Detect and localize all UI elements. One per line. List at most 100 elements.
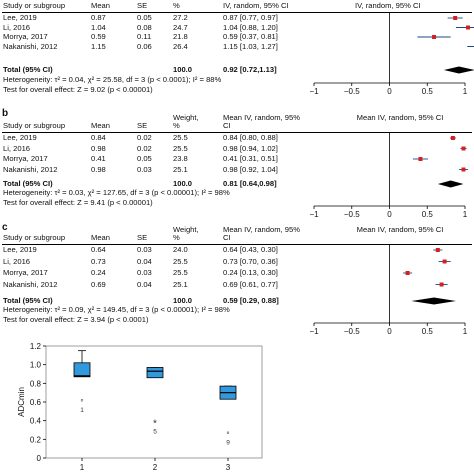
row-se: 0.02 — [137, 133, 152, 142]
overall-effect-text: Test for overall effect: Z = 3.94 (p < 0… — [3, 315, 149, 324]
x-tick-label: 1 — [80, 463, 85, 472]
col-se-header: SE — [137, 1, 148, 10]
point-estimate — [418, 157, 423, 161]
x-tick-label: −1 — [309, 327, 319, 336]
row-se: 0.03 — [137, 268, 152, 277]
col-se-header: SE — [137, 233, 148, 242]
row-weight: 25.5 — [173, 256, 188, 266]
summary-diamond — [437, 180, 464, 188]
row-weight: 23.8 — [173, 154, 188, 163]
y-tick-label: 0 — [37, 454, 42, 463]
total-weight: 100.0 — [173, 296, 193, 305]
y-tick-label: 0.2 — [30, 435, 42, 444]
point-estimate — [453, 16, 458, 20]
y-tick-label: 1.2 — [30, 342, 42, 351]
col-plot-header: Mean IV, random, 95% CI — [356, 113, 444, 122]
row-mean: 0.98 — [91, 164, 106, 174]
col-study-header: Study or subgroup — [3, 233, 66, 242]
col-plot-header: IV, random, 95% CI — [355, 1, 421, 10]
boxplot-panel-d: 0 0.2 0.4 0.6 0.8 1.0 1.2 ADCmin 1 2 3 ° 1 * 5 ° 9 — [0, 332, 474, 474]
outlier-label: 5 — [153, 428, 157, 435]
row-study: Li, 2016 — [3, 256, 31, 266]
col-weight-header: % — [173, 1, 180, 10]
row-weight: 24.0 — [173, 245, 188, 254]
x-tick-label: 1 — [463, 87, 468, 96]
row-se: 0.03 — [137, 164, 152, 174]
point-estimate — [435, 248, 440, 252]
row-se: 0.02 — [137, 143, 152, 153]
row-ci: 1.04 [0.88, 1.20] — [223, 22, 278, 32]
forest-plot: −1 −0.5 0 0.5 1 — [309, 244, 468, 336]
x-tick-label: −0.5 — [344, 87, 360, 96]
header-rule — [2, 12, 472, 13]
row-weight: 25.5 — [173, 133, 188, 142]
x-tick-label: −1 — [309, 87, 319, 96]
overall-effect-text: Test for overall effect: Z = 9.02 (p < 0… — [3, 85, 153, 94]
row-mean: 0.84 — [91, 133, 106, 142]
row-mean: 1.04 — [91, 22, 106, 32]
point-estimate — [461, 167, 466, 172]
point-estimate — [405, 271, 410, 275]
total-weight: 100.0 — [173, 65, 193, 74]
row-mean: 0.98 — [91, 143, 106, 153]
box — [146, 367, 164, 379]
row-study: Morrya, 2017 — [3, 32, 48, 41]
total-label: Total (95% CI) — [3, 296, 53, 305]
x-tick-label: 0.5 — [422, 87, 434, 96]
col-ci-header: Mean IV, random, 95% CI — [223, 225, 300, 242]
col-ci-header: Mean IV, random, 95% CI — [223, 113, 300, 130]
forest-panel-b: b Study or subgroup Mean SE Weight, % Me… — [0, 108, 474, 219]
row-ci: 0.41 [0.31, 0.51] — [223, 154, 278, 163]
row-se: 0.08 — [137, 22, 152, 32]
x-tick-label: 0.5 — [422, 210, 434, 219]
total-weight: 100.0 — [173, 179, 193, 188]
row-study: Morrya, 2017 — [3, 154, 48, 163]
box — [73, 362, 91, 378]
forest-plot: −1 −0.5 0 0.5 1 — [309, 12, 474, 96]
outlier-marker: * — [153, 418, 157, 429]
header-rule — [2, 132, 472, 133]
y-tick-label: 0.8 — [30, 379, 42, 388]
point-estimate — [439, 282, 444, 287]
summary-diamond — [443, 66, 474, 74]
col-weight-header: Weight, % — [173, 113, 199, 130]
row-study: Nakanishi, 2012 — [3, 164, 58, 174]
x-tick-label: 0 — [387, 327, 392, 336]
x-tick-label: 2 — [153, 463, 158, 472]
row-mean: 0.59 — [91, 32, 106, 41]
x-tick-label: 0.5 — [422, 327, 434, 336]
row-ci: 0.98 [0.92, 1.04] — [223, 164, 278, 174]
col-mean-header: Mean — [91, 121, 110, 130]
total-ci: 0.92 [0.72,1.13] — [223, 65, 277, 74]
row-mean: 0.41 — [91, 154, 106, 163]
row-mean: 0.87 — [91, 13, 106, 22]
row-ci: 0.69 [0.61, 0.77] — [223, 279, 278, 289]
point-estimate — [466, 25, 471, 30]
row-mean: 0.73 — [91, 256, 106, 266]
row-se: 0.05 — [137, 13, 152, 22]
row-ci: 0.73 [0.70, 0.36] — [223, 256, 278, 266]
row-study: Lee, 2019 — [3, 245, 37, 254]
row-ci: 0.59 [0.37, 0.81] — [223, 32, 278, 41]
row-study: Lee, 2019 — [3, 133, 37, 142]
heterogeneity-text: Heterogeneity: τ² = 0.03, χ² = 127.65, d… — [3, 188, 230, 197]
col-study-header: Study or subgroup — [3, 121, 66, 130]
panel-label: c — [2, 222, 8, 233]
forest-panel-a: Study or subgroup Mean SE % IV, random, … — [0, 0, 474, 96]
x-tick-label: 1 — [463, 210, 468, 219]
row-weight: 25.5 — [173, 268, 188, 277]
col-mean-header: Mean — [91, 1, 110, 10]
row-se: 0.06 — [137, 41, 152, 51]
y-tick-label: 0.6 — [30, 398, 42, 407]
point-estimate — [432, 35, 437, 39]
row-ci: 0.87 [0.77, 0.97] — [223, 13, 278, 22]
forest-plot: −1 −0.5 0 0.5 1 — [309, 132, 469, 219]
point-estimate — [442, 259, 447, 264]
y-tick-label: 0.4 — [30, 417, 42, 426]
col-mean-header: Mean — [91, 233, 110, 242]
outlier-marker: ° — [226, 431, 229, 440]
outlier-label: 1 — [80, 407, 84, 414]
outlier-marker: ° — [80, 398, 83, 407]
x-tick-label: 0 — [387, 87, 392, 96]
